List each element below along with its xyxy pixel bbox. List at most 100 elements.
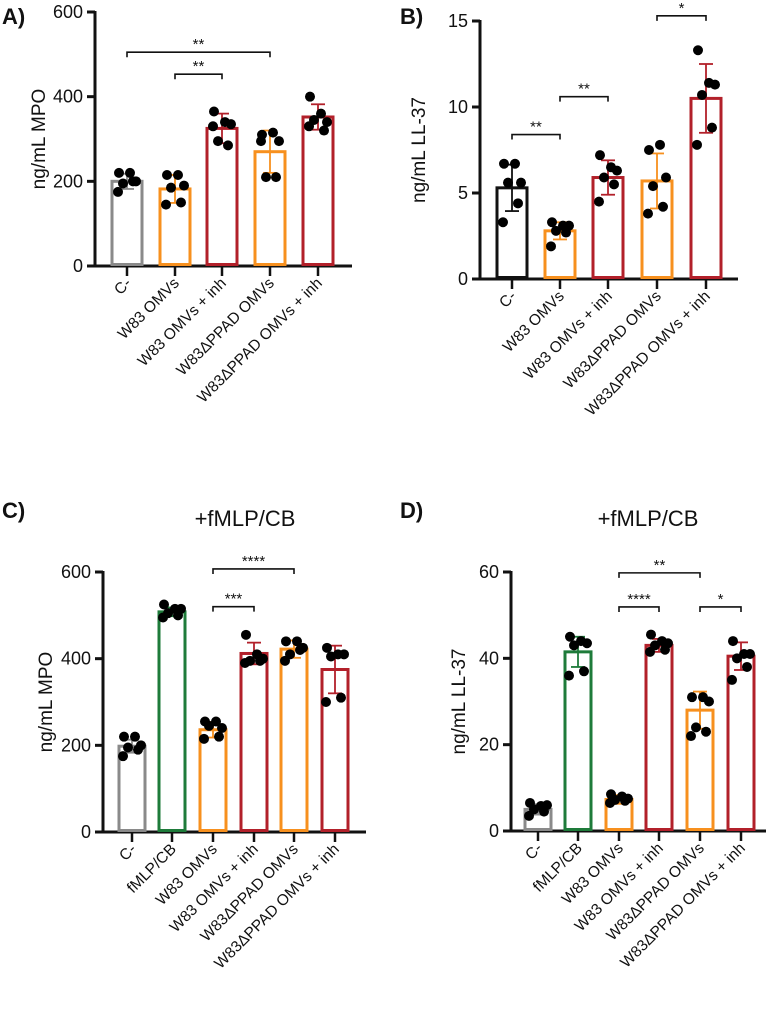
significance-bracket — [559, 95, 609, 102]
data-point — [166, 182, 176, 193]
bar-group — [110, 167, 144, 266]
bar-group — [543, 217, 577, 279]
data-point — [660, 644, 670, 655]
significance-label: *** — [225, 591, 243, 608]
y-axis-label: ng/mL LL-37 — [409, 97, 430, 203]
data-point — [179, 180, 189, 191]
significance-label: ** — [654, 557, 666, 574]
bar-group — [301, 91, 335, 266]
data-point — [692, 139, 702, 150]
y-axis-label: ng/mL MPO — [36, 652, 57, 753]
significance-bracket — [212, 605, 255, 612]
bar — [644, 643, 674, 832]
bar — [198, 728, 228, 833]
data-point — [213, 136, 223, 147]
y-tick-label: 200 — [53, 171, 83, 191]
data-point — [133, 744, 143, 755]
bar-group — [320, 642, 350, 832]
data-point — [322, 642, 332, 653]
data-point — [119, 731, 129, 742]
data-point — [565, 631, 575, 642]
panel-label: B) — [400, 4, 423, 29]
data-point — [217, 723, 227, 733]
data-point — [609, 179, 619, 190]
panel-label: C) — [2, 498, 25, 523]
data-point — [223, 140, 233, 151]
y-tick-label: 600 — [61, 562, 91, 582]
data-point — [710, 79, 720, 90]
significance-bracket — [174, 73, 223, 80]
significance-label: ** — [193, 58, 205, 75]
data-point — [727, 674, 737, 685]
data-point — [644, 145, 654, 155]
data-point — [305, 91, 315, 102]
bar-group — [253, 127, 287, 266]
data-point — [516, 177, 526, 188]
data-point — [261, 172, 271, 183]
data-point — [701, 726, 711, 737]
bar-group — [205, 106, 239, 266]
data-point — [162, 169, 172, 180]
data-point — [336, 692, 346, 703]
data-point — [620, 795, 630, 806]
data-point — [704, 696, 714, 707]
data-point — [161, 199, 171, 210]
data-point — [745, 649, 755, 660]
data-point — [118, 751, 128, 762]
bar — [726, 654, 756, 831]
data-point — [118, 178, 128, 189]
data-point — [274, 136, 284, 147]
data-point — [599, 172, 609, 183]
data-point — [256, 136, 266, 147]
data-point — [551, 225, 561, 236]
significance-bracket — [656, 15, 707, 21]
data-point — [240, 658, 250, 668]
data-point — [295, 645, 305, 655]
bar-group — [158, 169, 192, 267]
data-point — [687, 692, 697, 703]
bar-group — [239, 629, 269, 833]
x-category-label: W83 OMVs + inh — [135, 275, 230, 370]
significance-bracket — [511, 133, 561, 140]
y-tick-label: 10 — [448, 97, 468, 117]
data-point — [510, 158, 520, 169]
data-point — [241, 629, 251, 640]
data-point — [255, 655, 265, 666]
y-tick-label: 15 — [448, 11, 468, 31]
x-category-label: C- — [496, 288, 520, 312]
data-point — [655, 139, 665, 150]
y-tick-label: 200 — [61, 735, 91, 755]
y-tick-label: 60 — [479, 562, 499, 582]
data-point — [280, 655, 290, 666]
data-point — [648, 181, 658, 192]
bar-group — [640, 139, 674, 280]
data-point — [547, 217, 557, 228]
data-point — [697, 89, 707, 100]
y-tick-label: 600 — [53, 2, 83, 22]
data-point — [579, 666, 589, 677]
data-point — [128, 176, 138, 187]
significance-label: ** — [530, 119, 542, 136]
data-point — [499, 158, 509, 169]
data-point — [498, 217, 508, 228]
data-point — [582, 638, 592, 649]
data-point — [658, 201, 668, 212]
data-point — [732, 653, 742, 664]
data-point — [645, 646, 655, 657]
y-axis-label: ng/mL MPO — [29, 89, 50, 190]
bar-group — [198, 716, 228, 833]
bar-group — [604, 789, 634, 832]
y-tick-label: 0 — [489, 821, 499, 841]
data-point — [691, 722, 701, 733]
bar — [205, 126, 239, 266]
data-point — [199, 733, 209, 744]
significance-bracket — [126, 51, 271, 58]
data-point — [546, 241, 556, 252]
data-point — [503, 177, 513, 188]
significance-bracket — [618, 572, 701, 578]
data-point — [322, 117, 332, 128]
